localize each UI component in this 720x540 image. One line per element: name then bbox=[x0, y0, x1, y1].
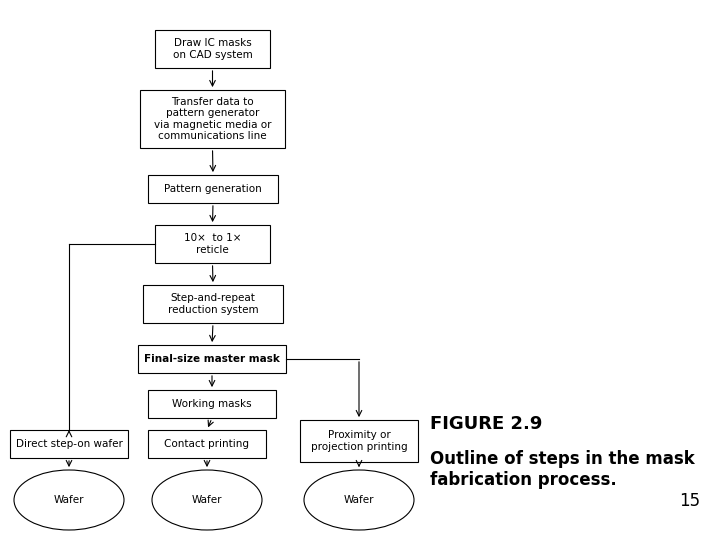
Text: Wafer: Wafer bbox=[192, 495, 222, 505]
Bar bbox=[155, 30, 270, 68]
Text: Working masks: Working masks bbox=[172, 399, 252, 409]
Text: FIGURE 2.9: FIGURE 2.9 bbox=[430, 415, 542, 433]
Ellipse shape bbox=[152, 470, 262, 530]
Text: Transfer data to
pattern generator
via magnetic media or
communications line: Transfer data to pattern generator via m… bbox=[154, 97, 271, 141]
Ellipse shape bbox=[304, 470, 414, 530]
Text: 10×  to 1×
reticle: 10× to 1× reticle bbox=[184, 233, 241, 255]
Bar bbox=[155, 225, 270, 263]
Bar bbox=[140, 90, 285, 148]
Bar bbox=[148, 175, 278, 203]
Text: Pattern generation: Pattern generation bbox=[164, 184, 262, 194]
Bar bbox=[138, 345, 286, 373]
Bar bbox=[148, 430, 266, 458]
Bar bbox=[148, 390, 276, 418]
Text: 15: 15 bbox=[679, 492, 700, 510]
Ellipse shape bbox=[14, 470, 124, 530]
Bar bbox=[143, 285, 283, 323]
Text: Direct step-on wafer: Direct step-on wafer bbox=[16, 439, 122, 449]
Text: Proximity or
projection printing: Proximity or projection printing bbox=[311, 430, 408, 452]
Text: Outline of steps in the mask
fabrication process.: Outline of steps in the mask fabrication… bbox=[430, 450, 695, 489]
Text: Wafer: Wafer bbox=[343, 495, 374, 505]
Text: Wafer: Wafer bbox=[54, 495, 84, 505]
Bar bbox=[300, 420, 418, 462]
Text: Draw IC masks
on CAD system: Draw IC masks on CAD system bbox=[173, 38, 253, 60]
Text: Contact printing: Contact printing bbox=[164, 439, 250, 449]
Text: Final-size master mask: Final-size master mask bbox=[144, 354, 280, 364]
Text: Step-and-repeat
reduction system: Step-and-repeat reduction system bbox=[168, 293, 258, 315]
Bar bbox=[10, 430, 128, 458]
